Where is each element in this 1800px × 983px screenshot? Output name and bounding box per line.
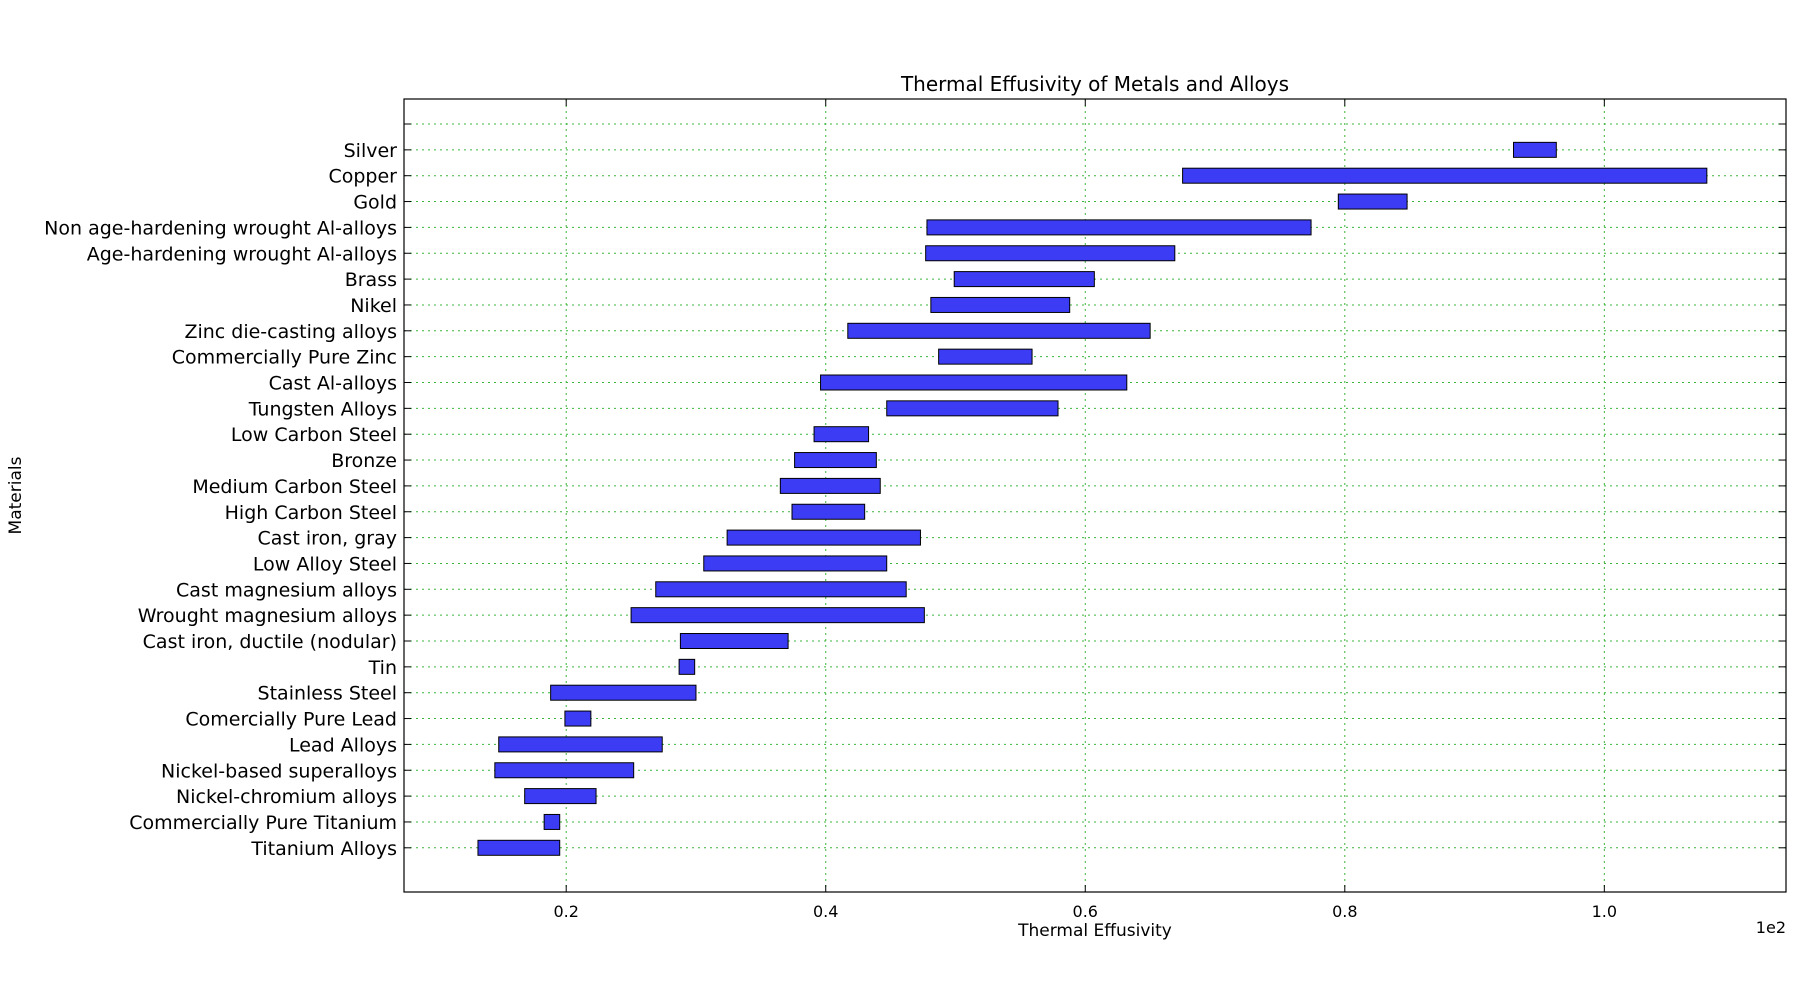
bar-copper [1182,167,1708,184]
bar-non-age-hardening-wrought-al-alloys [926,219,1312,236]
category-label: Tin [368,657,397,679]
category-label: Low Alloy Steel [253,553,397,575]
x-tick-label: 0.4 [813,902,838,921]
category-label: Copper [328,166,397,188]
bar-commercially-pure-titanium [543,813,561,830]
bar-tungsten-alloys [886,400,1059,417]
category-label: High Carbon Steel [225,502,397,524]
x-axis-offset-label: 1e2 [1756,918,1786,937]
category-label: Cast Al-alloys [269,373,397,395]
bar-wrought-magnesium-alloys [630,607,925,624]
bar-zinc-die-casting-alloys [847,322,1151,339]
x-axis-label: Thermal Effusivity [1017,921,1172,941]
bar-cast-iron-ductile-nodular [679,633,789,649]
bar-cast-iron-gray [726,529,921,546]
category-label: Gold [353,192,397,214]
bar-comercially-pure-lead [564,710,592,727]
category-label: Age-hardening wrought Al-alloys [87,243,397,265]
category-label: Bronze [331,450,397,472]
bar-tin [678,658,696,675]
category-label: Comercially Pure Lead [185,709,397,731]
bar-medium-carbon-steel [779,477,881,494]
bar-stainless-steel [550,684,697,701]
category-label: Nickel-based superalloys [161,760,397,782]
bar-lead-alloys [498,736,663,753]
category-label: Tungsten Alloys [248,398,397,420]
category-label: Silver [344,140,398,162]
category-label: Lead Alloys [289,734,397,756]
plot-frame [403,98,1787,893]
category-label: Brass [345,269,397,291]
bar-bronze [794,452,877,469]
x-tick-labels: 0.2 0.4 0.6 0.8 1.0 [553,902,1617,921]
category-label: Non age-hardening wrought Al-alloys [44,217,397,239]
bar-titanium-alloys [477,839,561,856]
category-label: Cast iron, ductile (nodular) [143,631,397,653]
category-label: Stainless Steel [258,683,397,705]
bar-low-carbon-steel [813,426,870,443]
category-label: Commercially Pure Titanium [129,812,397,834]
x-tick-label: 1.0 [1592,902,1617,921]
category-label: Nikel [350,295,397,317]
chart-title: Thermal Effusivity of Metals and Alloys [900,72,1289,96]
axis-ticks [404,99,1786,892]
category-label: Commercially Pure Zinc [172,347,397,369]
category-label: Nickel-chromium alloys [176,786,397,808]
bar-nikel [930,296,1071,313]
category-label: Medium Carbon Steel [192,476,397,498]
category-labels: Titanium Alloys Commercially Pure Titaniu… [44,140,397,860]
bar-age-hardening-wrought-al-alloys [925,245,1176,262]
category-label: Wrought magnesium alloys [138,605,397,627]
bar-gold [1337,193,1408,210]
bar-commercially-pure-zinc [938,348,1033,365]
bar-nickel-based-superalloys [494,762,635,779]
category-label: Cast magnesium alloys [176,579,397,601]
x-tick-label: 0.8 [1332,902,1357,921]
bar-cast-al-alloys [820,374,1128,391]
category-label: Cast iron, gray [258,528,397,550]
bar-nickel-chromium-alloys [524,788,597,805]
bar-low-alloy-steel [703,555,888,572]
x-tick-label: 0.6 [1073,902,1098,921]
grid-lines [404,99,1786,892]
bar-silver [1512,141,1557,158]
category-label: Low Carbon Steel [231,424,397,446]
category-label: Titanium Alloys [250,838,397,860]
category-label: Zinc die-casting alloys [184,321,397,343]
bar-brass [953,271,1095,288]
bar-high-carbon-steel [791,503,866,520]
x-tick-label: 0.2 [553,902,578,921]
y-axis-label: Materials [6,456,26,534]
bar-series [477,141,1708,856]
bar-cast-magnesium-alloys [655,581,907,598]
